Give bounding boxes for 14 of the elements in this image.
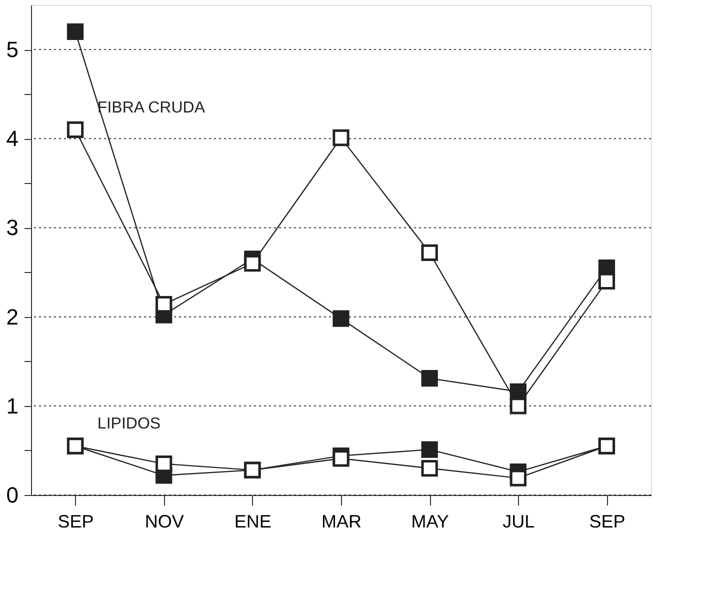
x-tick-label: JUL	[502, 512, 535, 532]
y-tick-label: 5	[6, 37, 18, 62]
x-tick-label: NOV	[144, 512, 184, 532]
x-tick-label: MAR	[322, 512, 362, 532]
y-tick-label: 4	[6, 126, 18, 152]
x-tick-label: MAY	[411, 512, 449, 532]
y-tick-label: 2	[6, 304, 18, 330]
x-tick-label: SEP	[58, 512, 94, 532]
x-tick-label: ENE	[234, 512, 272, 532]
y-tick-label: 0	[6, 482, 18, 508]
annotation: LIPIDOS	[97, 416, 161, 433]
x-tick-label: SEP	[589, 512, 626, 532]
y-tick-label: 1	[6, 393, 18, 418]
y-tick-label: 3	[6, 215, 18, 240]
